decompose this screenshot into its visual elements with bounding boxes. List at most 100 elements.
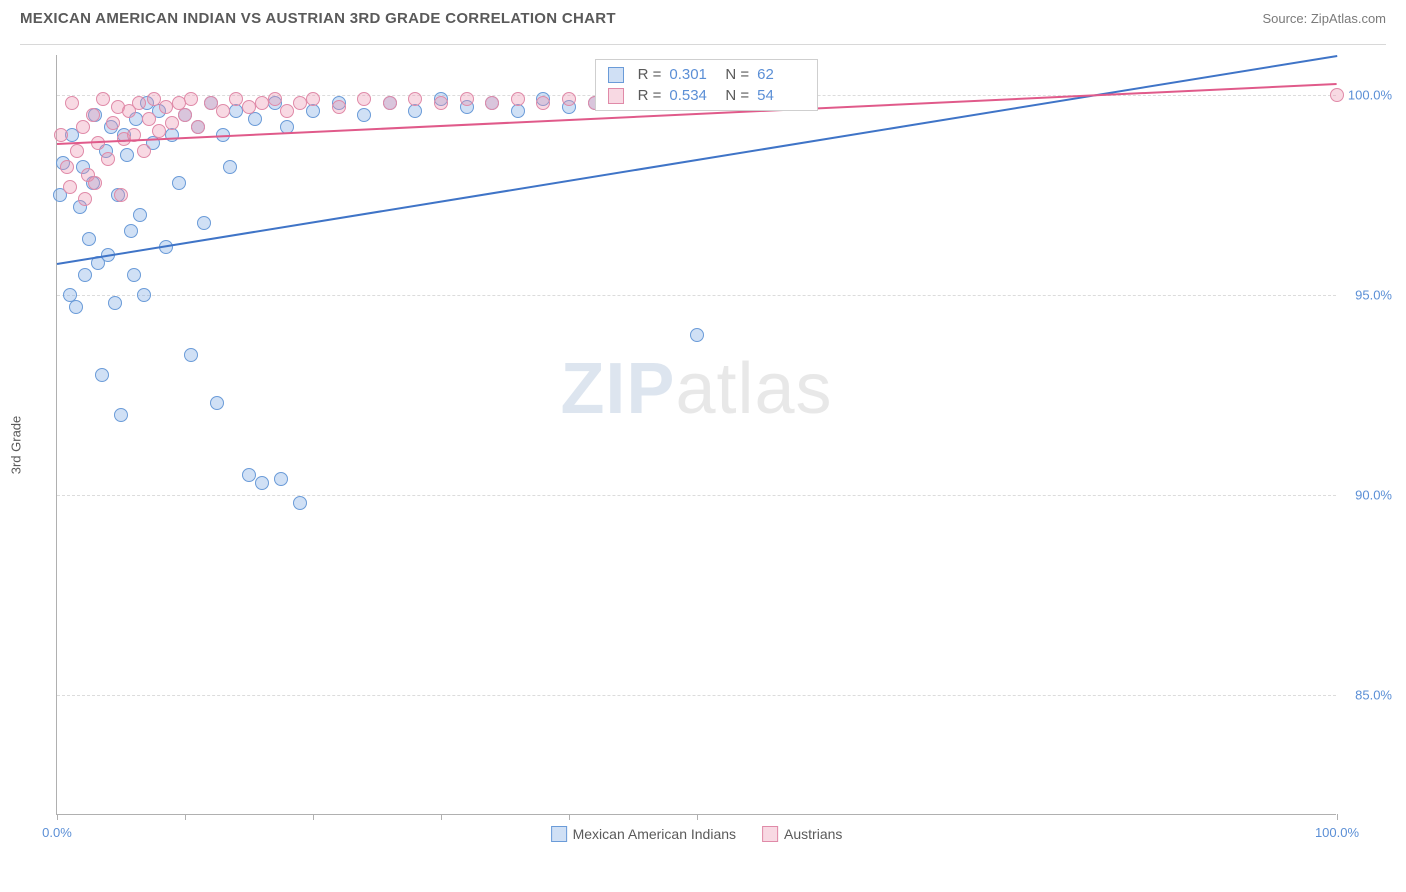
- data-point: [293, 496, 307, 510]
- legend-swatch: [762, 826, 778, 842]
- r-label: R =: [638, 66, 662, 83]
- data-point: [114, 188, 128, 202]
- r-value: 0.534: [669, 87, 717, 104]
- data-point: [229, 92, 243, 106]
- data-point: [137, 288, 151, 302]
- data-point: [511, 92, 525, 106]
- chart-source: Source: ZipAtlas.com: [1262, 11, 1386, 26]
- data-point: [142, 112, 156, 126]
- x-tick: [313, 814, 314, 820]
- data-point: [460, 92, 474, 106]
- data-point: [184, 92, 198, 106]
- legend-label: Mexican American Indians: [573, 826, 736, 842]
- x-tick: [1337, 814, 1338, 820]
- watermark: ZIPatlas: [560, 348, 832, 430]
- data-point: [124, 224, 138, 238]
- chart-title: MEXICAN AMERICAN INDIAN VS AUSTRIAN 3RD …: [20, 10, 616, 27]
- legend: Mexican American Indians Austrians: [551, 826, 843, 842]
- data-point: [184, 348, 198, 362]
- chart-container: 3rd Grade ZIPatlas 85.0%90.0%95.0%100.0%…: [20, 44, 1386, 844]
- legend-item: Mexican American Indians: [551, 826, 736, 842]
- data-point: [511, 104, 525, 118]
- data-point: [178, 108, 192, 122]
- series-swatch: [608, 88, 624, 104]
- y-tick-label: 95.0%: [1355, 288, 1392, 303]
- data-point: [133, 208, 147, 222]
- data-point: [280, 104, 294, 118]
- data-point: [88, 176, 102, 190]
- x-tick: [57, 814, 58, 820]
- r-value: 0.301: [669, 66, 717, 83]
- y-tick-label: 100.0%: [1348, 88, 1392, 103]
- data-point: [306, 92, 320, 106]
- data-point: [101, 152, 115, 166]
- x-tick: [441, 814, 442, 820]
- legend-item: Austrians: [762, 826, 842, 842]
- gridline: [57, 295, 1336, 296]
- x-tick-label: 100.0%: [1315, 825, 1359, 840]
- data-point: [60, 160, 74, 174]
- n-value: 54: [757, 87, 805, 104]
- gridline: [57, 495, 1336, 496]
- data-point: [562, 92, 576, 106]
- data-point: [210, 396, 224, 410]
- x-tick: [697, 814, 698, 820]
- y-tick-label: 90.0%: [1355, 488, 1392, 503]
- data-point: [242, 468, 256, 482]
- data-point: [152, 124, 166, 138]
- x-tick-label: 0.0%: [42, 825, 72, 840]
- data-point: [408, 92, 422, 106]
- data-point: [332, 100, 346, 114]
- r-label: R =: [638, 87, 662, 104]
- legend-label: Austrians: [784, 826, 842, 842]
- data-point: [216, 104, 230, 118]
- stats-row: R = 0.534 N = 54: [596, 85, 818, 106]
- data-point: [223, 160, 237, 174]
- data-point: [127, 268, 141, 282]
- gridline: [57, 695, 1336, 696]
- data-point: [54, 128, 68, 142]
- data-point: [268, 92, 282, 106]
- data-point: [274, 472, 288, 486]
- n-label: N =: [725, 87, 749, 104]
- data-point: [69, 300, 83, 314]
- stats-row: R = 0.301 N = 62: [596, 64, 818, 85]
- data-point: [82, 232, 96, 246]
- data-point: [137, 144, 151, 158]
- data-point: [65, 96, 79, 110]
- data-point: [165, 116, 179, 130]
- data-point: [197, 216, 211, 230]
- data-point: [78, 268, 92, 282]
- n-label: N =: [725, 66, 749, 83]
- data-point: [1330, 88, 1344, 102]
- data-point: [86, 108, 100, 122]
- data-point: [383, 96, 397, 110]
- data-point: [63, 180, 77, 194]
- data-point: [114, 408, 128, 422]
- data-point: [132, 96, 146, 110]
- chart-header: MEXICAN AMERICAN INDIAN VS AUSTRIAN 3RD …: [0, 0, 1406, 33]
- data-point: [191, 120, 205, 134]
- data-point: [106, 116, 120, 130]
- data-point: [204, 96, 218, 110]
- data-point: [485, 96, 499, 110]
- data-point: [408, 104, 422, 118]
- data-point: [434, 96, 448, 110]
- data-point: [96, 92, 110, 106]
- data-point: [306, 104, 320, 118]
- data-point: [357, 108, 371, 122]
- x-tick: [569, 814, 570, 820]
- x-tick: [185, 814, 186, 820]
- data-point: [165, 128, 179, 142]
- data-point: [248, 112, 262, 126]
- data-point: [120, 148, 134, 162]
- plot-area: ZIPatlas 85.0%90.0%95.0%100.0%0.0%100.0%…: [56, 55, 1336, 815]
- n-value: 62: [757, 66, 805, 83]
- data-point: [536, 96, 550, 110]
- data-point: [255, 476, 269, 490]
- data-point: [172, 176, 186, 190]
- data-point: [70, 144, 84, 158]
- data-point: [78, 192, 92, 206]
- data-point: [108, 296, 122, 310]
- data-point: [76, 120, 90, 134]
